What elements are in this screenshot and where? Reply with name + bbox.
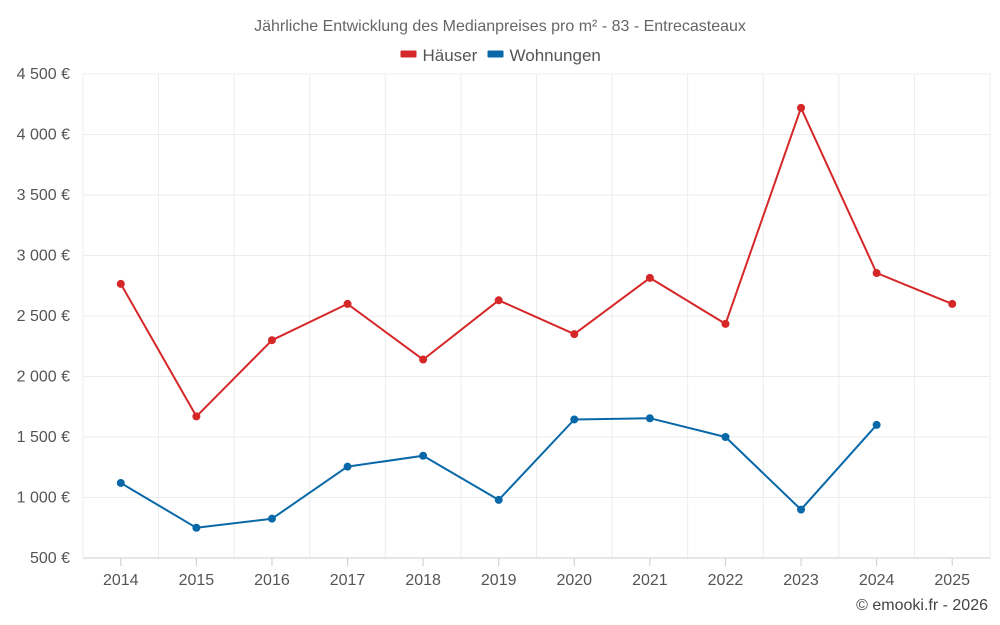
grid [82, 73, 991, 558]
x-tick-label: 2014 [103, 572, 139, 589]
legend[interactable]: Häuser Wohnungen [400, 46, 601, 65]
y-tick-label: 4 000 € [17, 127, 70, 144]
series-1-point[interactable] [570, 415, 579, 424]
series-1-point[interactable] [192, 523, 201, 532]
x-tick-label: 2018 [405, 572, 441, 589]
chart-title: Jährliche Entwicklung des Medianpreises … [254, 18, 746, 35]
series-0-line [119, 106, 953, 418]
axes: 500 € 1 000 € 1 500 € 2 000 € 2 500 € 3 000 €… [17, 66, 990, 589]
series-0-point[interactable] [721, 319, 730, 328]
series-1-point[interactable] [721, 433, 730, 441]
series-1-point[interactable] [872, 420, 881, 429]
legend-label: Häuser [423, 46, 478, 65]
y-tick-label: 4 500 € [17, 66, 70, 83]
series-1-point[interactable] [494, 495, 503, 504]
x-tick-label: 2021 [632, 572, 668, 589]
x-tick-label: 2019 [481, 572, 517, 589]
series-0-point[interactable] [872, 269, 881, 278]
legend-item[interactable]: Häuser [400, 46, 478, 65]
series-0-point[interactable] [494, 296, 503, 305]
series-1-point[interactable] [267, 514, 276, 523]
y-tick-label: 2 500 € [17, 308, 70, 325]
y-tick-label: 1 000 € [17, 490, 70, 507]
y-tick-label: 3 000 € [17, 248, 70, 265]
credit-text: © emooki.fr - 2026 [856, 597, 988, 614]
series-0-point[interactable] [116, 279, 125, 288]
legend-label: Wohnungen [510, 46, 601, 65]
x-tick-label: 2020 [556, 572, 592, 589]
x-tick-label: 2024 [859, 572, 895, 589]
y-tick-label: 3 500 € [17, 187, 70, 204]
series-1-point[interactable] [419, 451, 428, 460]
series-0-point[interactable] [343, 299, 352, 308]
series-1-point[interactable] [343, 462, 352, 471]
legend-swatch [400, 50, 417, 58]
series-0-point[interactable] [797, 103, 806, 112]
y-tick-label: 500 € [30, 550, 70, 567]
series-0-point[interactable] [267, 336, 276, 345]
series-layer [116, 103, 957, 532]
x-tick-label: 2022 [708, 572, 744, 589]
x-tick-label: 2025 [934, 572, 970, 589]
legend-item[interactable]: Wohnungen [487, 46, 601, 65]
legend-swatch [487, 50, 504, 58]
series-0-point[interactable] [419, 355, 428, 364]
y-tick-label: 2 000 € [17, 369, 70, 386]
y-tick-label: 1 500 € [17, 429, 70, 446]
series-1-point[interactable] [116, 478, 125, 487]
x-tick-label: 2017 [330, 572, 366, 589]
series-0-point[interactable] [192, 412, 201, 421]
x-tick-label: 2016 [254, 572, 290, 589]
series-0-point[interactable] [570, 330, 579, 339]
series-1-point[interactable] [645, 414, 654, 423]
x-tick-label: 2023 [783, 572, 819, 589]
series-1-point[interactable] [797, 505, 806, 514]
series-0-point[interactable] [645, 273, 654, 282]
x-tick-label: 2015 [179, 572, 215, 589]
series-0-point[interactable] [948, 299, 957, 308]
